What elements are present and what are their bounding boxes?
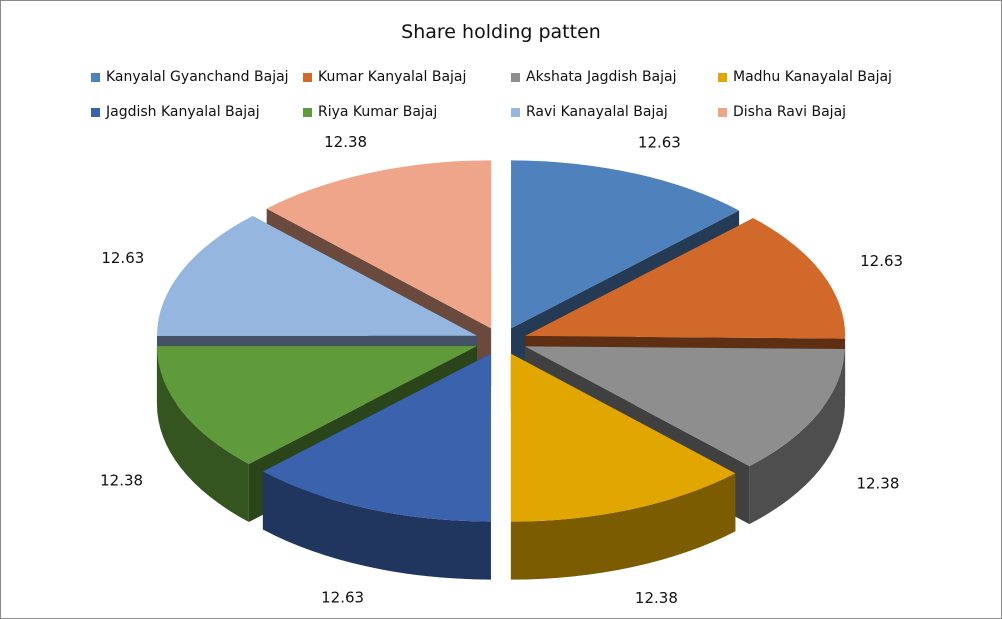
legend-item: Riya Kumar Bajaj (303, 104, 437, 120)
data-label: 12.63 (638, 133, 681, 151)
pie-slice (510, 353, 736, 580)
data-label: 12.63 (321, 589, 364, 607)
legend-swatch (91, 107, 100, 117)
legend-swatch (303, 72, 312, 82)
legend-label: Madhu Kanayalal Bajaj (733, 69, 892, 85)
data-label: 12.38 (856, 475, 899, 493)
legend-swatch (718, 107, 727, 117)
chart-title: Share holding patten (401, 21, 601, 43)
legend-item: Madhu Kanayalal Bajaj (718, 69, 892, 85)
legend-label: Disha Ravi Bajaj (733, 104, 847, 120)
legend-label: Riya Kumar Bajaj (318, 104, 438, 120)
legend-item: Kumar Kanyalal Bajaj (303, 69, 466, 85)
legend-item: Jagdish Kanyalal Bajaj (91, 104, 260, 120)
data-label: 12.38 (324, 133, 367, 151)
pie-slice (262, 353, 491, 580)
legend-swatch (718, 72, 727, 82)
legend-item: Akshata Jagdish Bajaj (511, 69, 676, 85)
legend-label: Akshata Jagdish Bajaj (526, 69, 677, 85)
data-label: 12.63 (101, 249, 144, 267)
chart-legend: Kanyalal Gyanchand Bajaj Kumar Kanyalal B… (1, 1, 1001, 131)
legend-swatch (511, 72, 520, 82)
legend-swatch (91, 72, 100, 82)
legend-label: Kumar Kanyalal Bajaj (318, 69, 467, 85)
legend-item: Ravi Kanayalal Bajaj (511, 104, 668, 120)
legend-swatch (303, 107, 312, 117)
legend-swatch (511, 107, 520, 117)
legend-label: Ravi Kanayalal Bajaj (526, 104, 668, 120)
data-label: 12.38 (100, 472, 143, 490)
legend-item: Kanyalal Gyanchand Bajaj (91, 69, 289, 85)
data-label: 12.38 (635, 589, 678, 607)
data-label: 12.63 (860, 252, 903, 270)
legend-item: Disha Ravi Bajaj (718, 104, 846, 120)
legend-label: Jagdish Kanyalal Bajaj (106, 104, 260, 120)
legend-label: Kanyalal Gyanchand Bajaj (106, 69, 289, 85)
